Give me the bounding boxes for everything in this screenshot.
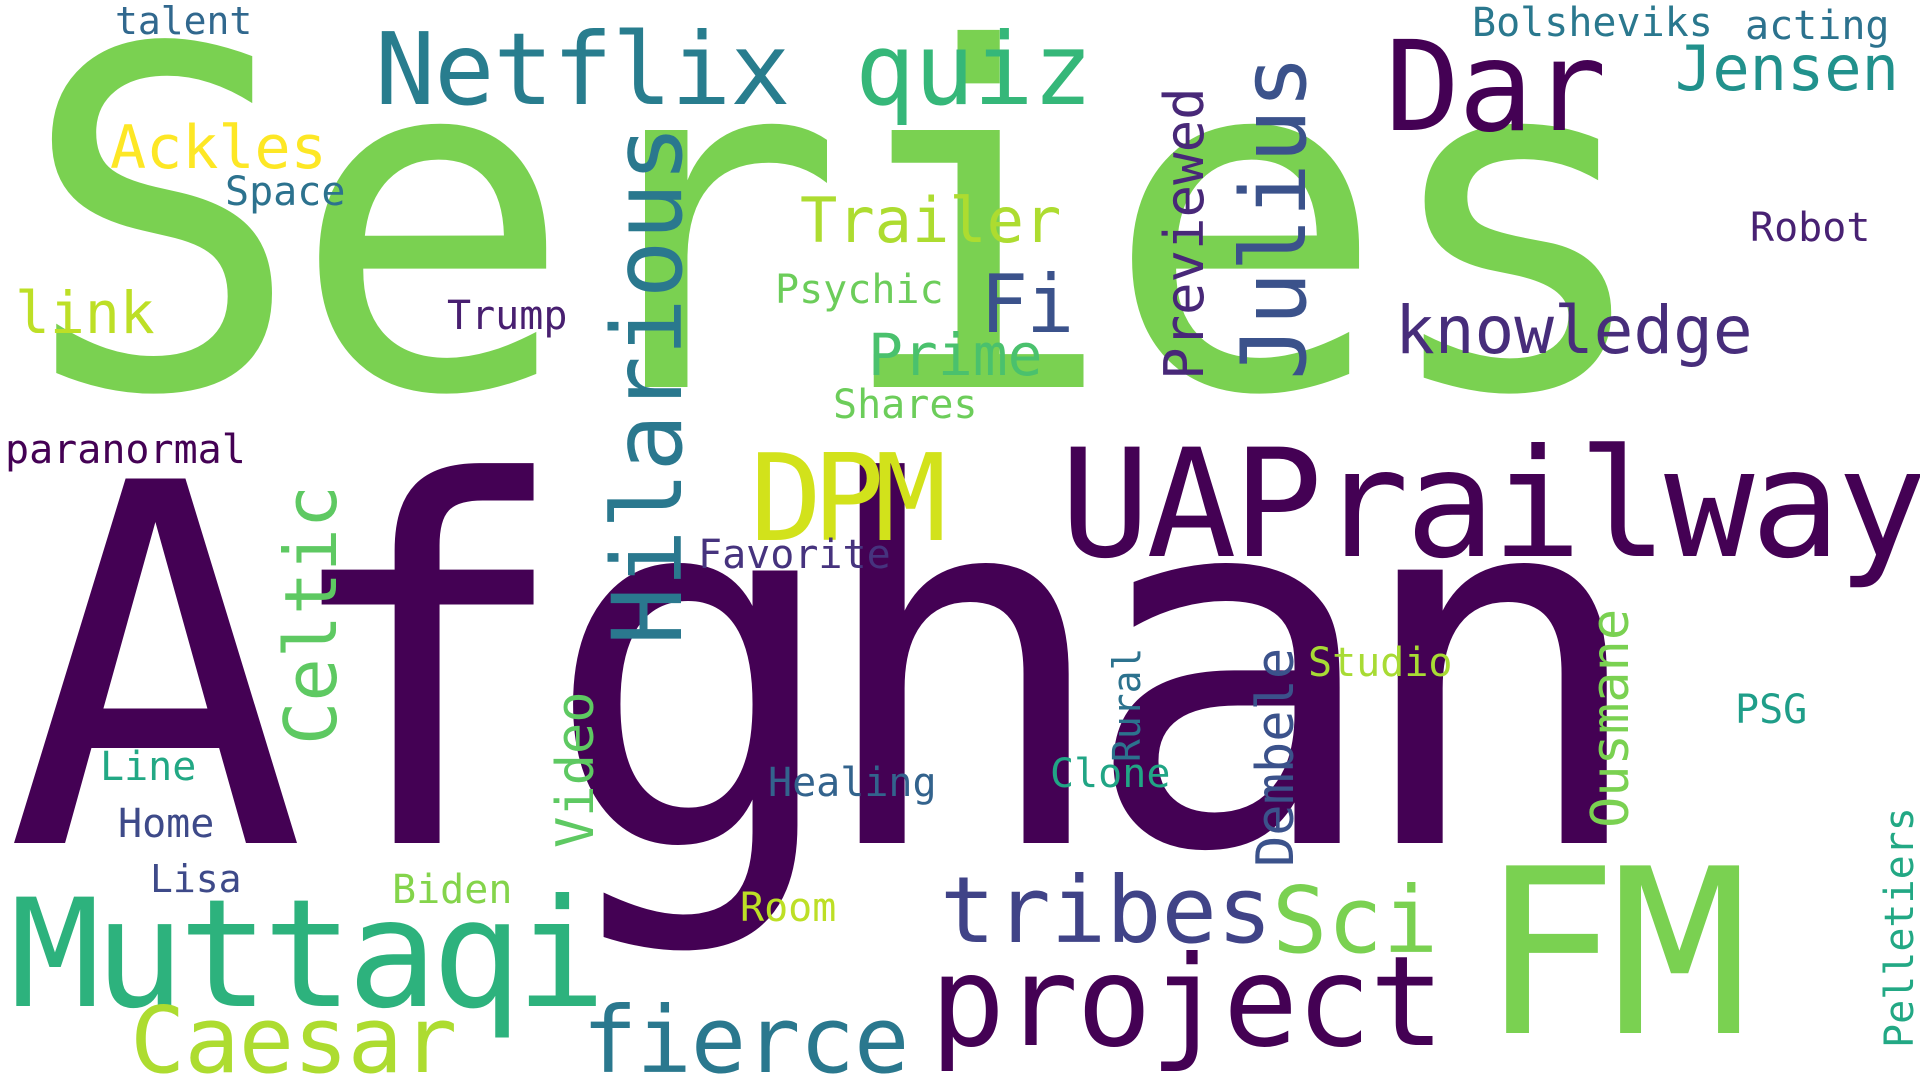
word-healing: Healing (768, 760, 937, 806)
word-dpm: DPM (750, 430, 947, 569)
word-series: Series (20, 0, 1658, 498)
word-prime: Prime (868, 321, 1043, 389)
word-caesar: Caesar (130, 987, 457, 1080)
word-jensen: Jensen (1675, 32, 1899, 105)
word-muttaqi: Muttaqi (10, 868, 606, 1042)
word-shares: Shares (833, 382, 978, 428)
word-uaprailway: UAPrailway (1060, 418, 1920, 592)
word-acting: acting (1745, 3, 1890, 49)
word-fm: FM (1480, 821, 1749, 1080)
word-room: Room (740, 885, 837, 931)
word-ousmane: Ousmane (1581, 608, 1641, 828)
word-celtic: Celtic (269, 484, 353, 745)
word-quiz: quiz (855, 11, 1093, 128)
word-studio: Studio (1308, 640, 1453, 686)
word-ackles: Ackles (110, 113, 327, 183)
word-link: link (15, 279, 155, 347)
word-biden: Biden (392, 867, 513, 913)
word-julius: Julius (1222, 54, 1327, 380)
word-hilarious: Hilarious (592, 124, 704, 645)
word-afghan: Afghan (5, 379, 1651, 961)
word-sci: Sci (1272, 867, 1439, 974)
word-line: Line (100, 744, 197, 790)
word-project: project (930, 930, 1445, 1075)
word-fi: Fi (980, 258, 1074, 351)
word-previewed: Previewed (1153, 87, 1216, 380)
word-talent: talent (115, 0, 253, 43)
word-pelletiers: Pelletiers (1877, 807, 1920, 1048)
word-tribes: tribes (940, 857, 1273, 964)
word-dar: Dar (1385, 15, 1607, 160)
word-video: Video (546, 691, 606, 848)
word-home: Home (118, 801, 215, 847)
word-paranormal: paranormal (5, 427, 246, 473)
word-space: Space (225, 169, 346, 215)
word-lisa: Lisa (150, 857, 242, 901)
word-trailer: Trailer (800, 184, 1062, 257)
word-psychic: Psychic (775, 267, 944, 313)
word-rural: Rural (1105, 647, 1149, 762)
word-robot: Robot (1750, 205, 1871, 251)
word-bolsheviks: Bolsheviks (1472, 0, 1713, 46)
word-clone: Clone (1050, 751, 1171, 797)
word-dembele: Dembele (1246, 647, 1306, 867)
word-trump: Trump (447, 293, 568, 339)
word-fierce: fierce (582, 987, 909, 1080)
word-netflix: Netflix (375, 11, 790, 128)
word-knowledge: knowledge (1395, 292, 1753, 369)
word-psg: PSG (1735, 687, 1808, 733)
word-favorite: Favorite (698, 532, 891, 578)
